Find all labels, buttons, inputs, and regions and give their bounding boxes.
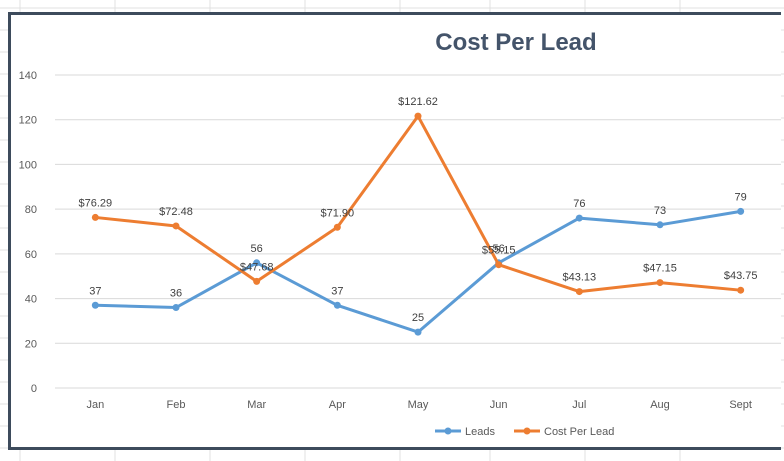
x-tick-label: Jul — [572, 399, 586, 411]
y-tick-label: 20 — [25, 338, 37, 350]
y-axis-ticks: 0 20 40 60 80 100 120 140 — [19, 70, 37, 395]
y-tick-label: 100 — [19, 159, 37, 171]
data-point — [172, 222, 180, 230]
x-tick-label: Jun — [490, 399, 508, 411]
y-tick-label: 120 — [19, 115, 37, 127]
data-label: 76 — [573, 198, 585, 210]
x-axis-ticks: Jan Feb Mar Apr May Jun Jul Aug Sept — [86, 399, 752, 411]
legend-entry: Cost Per Lead — [544, 426, 614, 438]
data-label: 36 — [170, 288, 182, 300]
data-point — [414, 112, 422, 120]
data-label: $47.15 — [643, 263, 677, 275]
legend-marker — [523, 427, 531, 435]
y-tick-label: 80 — [25, 204, 37, 216]
data-label: $47.68 — [240, 261, 274, 273]
legend-marker — [444, 427, 452, 435]
data-label: $43.75 — [724, 270, 758, 282]
x-tick-label: Feb — [167, 399, 186, 411]
x-tick-label: May — [408, 399, 429, 411]
data-point — [333, 301, 341, 309]
data-label: 25 — [412, 312, 424, 324]
x-tick-label: Sept — [729, 399, 752, 411]
data-point — [253, 259, 261, 267]
data-point — [737, 286, 745, 294]
data-label: $71.90 — [321, 207, 355, 219]
data-point — [333, 223, 341, 231]
data-label: 56 — [251, 243, 263, 255]
data-label: $121.62 — [398, 96, 438, 108]
data-label: $72.48 — [159, 206, 193, 218]
data-label: $55.15 — [482, 245, 516, 257]
y-tick-label: 60 — [25, 249, 37, 261]
data-label: 79 — [735, 191, 747, 203]
data-point — [414, 328, 422, 336]
data-point — [656, 221, 664, 229]
data-point — [253, 277, 261, 285]
data-point — [91, 213, 99, 221]
y-tick-label: 140 — [19, 70, 37, 82]
chart-container[interactable]: Cost Per Lead 0 20 40 60 80 100 120 140 Jan Feb M… — [8, 12, 781, 450]
data-point — [737, 207, 745, 215]
data-point — [656, 279, 664, 287]
x-tick-label: Apr — [329, 399, 346, 411]
data-point — [91, 301, 99, 309]
data-point — [575, 288, 583, 296]
line-chart: Cost Per Lead 0 20 40 60 80 100 120 140 Jan Feb M… — [19, 29, 781, 438]
data-label: 73 — [654, 205, 666, 217]
data-label: $43.13 — [563, 272, 597, 284]
y-tick-label: 40 — [25, 294, 37, 306]
data-label: 37 — [331, 285, 343, 297]
data-label: $76.29 — [79, 197, 113, 209]
x-tick-label: Mar — [247, 399, 266, 411]
y-tick-label: 0 — [31, 383, 37, 395]
x-tick-label: Aug — [650, 399, 670, 411]
data-label: 37 — [89, 285, 101, 297]
data-point — [495, 261, 503, 269]
x-tick-label: Jan — [86, 399, 104, 411]
legend-entry: Leads — [465, 426, 495, 438]
chart-gridlines — [55, 74, 781, 389]
chart-title: Cost Per Lead — [435, 29, 596, 56]
chart-data-labels: 37 36 56 37 25 56 76 73 79 $76.29 $72.48 $47.68 $71.… — [79, 96, 758, 324]
chart-series — [91, 112, 745, 336]
chart-legend: Leads Cost Per Lead — [435, 426, 614, 438]
data-label: 56 — [493, 243, 505, 255]
data-point — [172, 304, 180, 312]
data-point — [575, 214, 583, 222]
